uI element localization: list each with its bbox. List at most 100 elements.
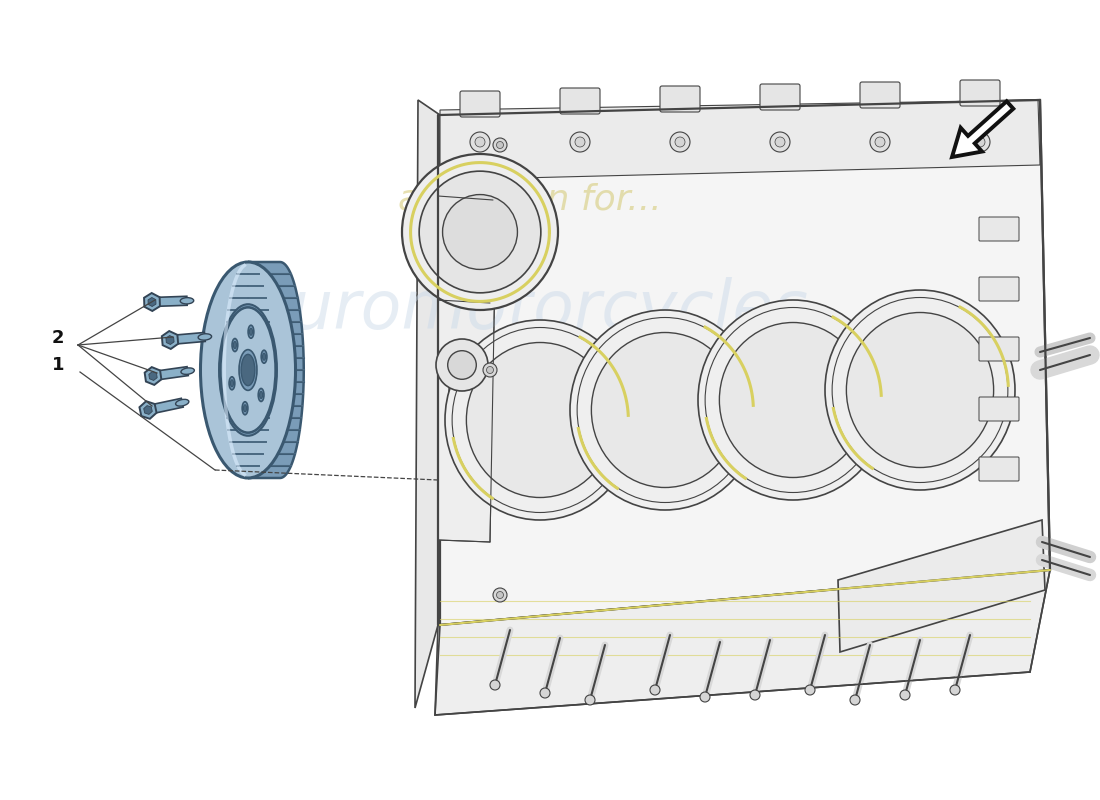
Ellipse shape bbox=[200, 262, 296, 478]
FancyBboxPatch shape bbox=[979, 277, 1019, 301]
Circle shape bbox=[805, 685, 815, 695]
Circle shape bbox=[402, 154, 558, 310]
Ellipse shape bbox=[241, 354, 255, 386]
Polygon shape bbox=[440, 100, 1040, 180]
Circle shape bbox=[419, 171, 541, 293]
Polygon shape bbox=[148, 298, 156, 306]
Ellipse shape bbox=[230, 380, 233, 386]
Polygon shape bbox=[145, 367, 162, 385]
FancyBboxPatch shape bbox=[560, 88, 600, 114]
Ellipse shape bbox=[846, 313, 993, 467]
Ellipse shape bbox=[220, 307, 276, 433]
FancyBboxPatch shape bbox=[979, 397, 1019, 421]
Polygon shape bbox=[169, 333, 206, 345]
Circle shape bbox=[700, 692, 710, 702]
Ellipse shape bbox=[698, 300, 888, 500]
Circle shape bbox=[770, 132, 790, 152]
FancyArrow shape bbox=[952, 102, 1013, 157]
Ellipse shape bbox=[243, 405, 246, 412]
Polygon shape bbox=[438, 267, 495, 542]
Ellipse shape bbox=[198, 334, 211, 340]
Circle shape bbox=[442, 194, 517, 270]
Circle shape bbox=[950, 685, 960, 695]
Polygon shape bbox=[144, 406, 152, 414]
Circle shape bbox=[570, 132, 590, 152]
Polygon shape bbox=[248, 262, 304, 478]
Circle shape bbox=[493, 588, 507, 602]
Polygon shape bbox=[434, 570, 1050, 715]
Ellipse shape bbox=[182, 368, 195, 374]
Polygon shape bbox=[438, 196, 493, 303]
FancyBboxPatch shape bbox=[860, 82, 900, 108]
Circle shape bbox=[486, 366, 494, 374]
Circle shape bbox=[670, 132, 690, 152]
Ellipse shape bbox=[180, 298, 194, 304]
Ellipse shape bbox=[570, 310, 760, 510]
Ellipse shape bbox=[261, 350, 267, 363]
Polygon shape bbox=[166, 335, 174, 345]
Circle shape bbox=[575, 137, 585, 147]
Polygon shape bbox=[140, 401, 156, 419]
Ellipse shape bbox=[466, 342, 614, 498]
FancyBboxPatch shape bbox=[460, 91, 500, 117]
Circle shape bbox=[483, 363, 497, 377]
Text: 2: 2 bbox=[52, 329, 64, 347]
Ellipse shape bbox=[446, 320, 635, 520]
Circle shape bbox=[970, 132, 990, 152]
Polygon shape bbox=[148, 371, 157, 381]
Ellipse shape bbox=[229, 377, 234, 390]
Circle shape bbox=[874, 137, 886, 147]
Polygon shape bbox=[162, 331, 178, 349]
Ellipse shape bbox=[260, 391, 263, 398]
Ellipse shape bbox=[719, 322, 867, 478]
Circle shape bbox=[870, 132, 890, 152]
Ellipse shape bbox=[176, 399, 189, 406]
Ellipse shape bbox=[242, 402, 248, 414]
Circle shape bbox=[585, 695, 595, 705]
Ellipse shape bbox=[233, 342, 236, 349]
Ellipse shape bbox=[219, 304, 277, 436]
Polygon shape bbox=[144, 293, 159, 311]
Ellipse shape bbox=[250, 328, 253, 335]
Polygon shape bbox=[440, 100, 1050, 625]
Ellipse shape bbox=[232, 338, 238, 351]
FancyBboxPatch shape bbox=[660, 86, 700, 112]
Ellipse shape bbox=[258, 389, 264, 402]
Circle shape bbox=[436, 339, 488, 391]
Circle shape bbox=[493, 138, 507, 152]
Polygon shape bbox=[448, 384, 483, 442]
Ellipse shape bbox=[825, 290, 1015, 490]
Ellipse shape bbox=[592, 333, 738, 487]
Circle shape bbox=[975, 137, 984, 147]
Circle shape bbox=[540, 688, 550, 698]
Text: euromotorcycles: euromotorcycles bbox=[251, 277, 810, 343]
FancyBboxPatch shape bbox=[760, 84, 800, 110]
Circle shape bbox=[496, 142, 504, 149]
Polygon shape bbox=[838, 520, 1045, 652]
Circle shape bbox=[448, 350, 476, 379]
Circle shape bbox=[475, 137, 485, 147]
Circle shape bbox=[850, 695, 860, 705]
Text: 1: 1 bbox=[52, 356, 64, 374]
FancyBboxPatch shape bbox=[979, 457, 1019, 481]
Ellipse shape bbox=[249, 326, 254, 338]
Polygon shape bbox=[152, 296, 187, 306]
Polygon shape bbox=[438, 115, 495, 630]
Polygon shape bbox=[153, 366, 188, 381]
FancyBboxPatch shape bbox=[979, 217, 1019, 241]
Text: a passion for...: a passion for... bbox=[398, 183, 662, 217]
Circle shape bbox=[496, 591, 504, 598]
Polygon shape bbox=[147, 398, 184, 414]
Circle shape bbox=[750, 690, 760, 700]
Circle shape bbox=[776, 137, 785, 147]
Polygon shape bbox=[415, 100, 440, 708]
FancyBboxPatch shape bbox=[979, 337, 1019, 361]
Circle shape bbox=[650, 685, 660, 695]
Ellipse shape bbox=[239, 350, 257, 390]
Circle shape bbox=[490, 680, 500, 690]
Circle shape bbox=[900, 690, 910, 700]
Circle shape bbox=[470, 132, 490, 152]
Circle shape bbox=[675, 137, 685, 147]
FancyBboxPatch shape bbox=[960, 80, 1000, 106]
Ellipse shape bbox=[263, 354, 265, 360]
